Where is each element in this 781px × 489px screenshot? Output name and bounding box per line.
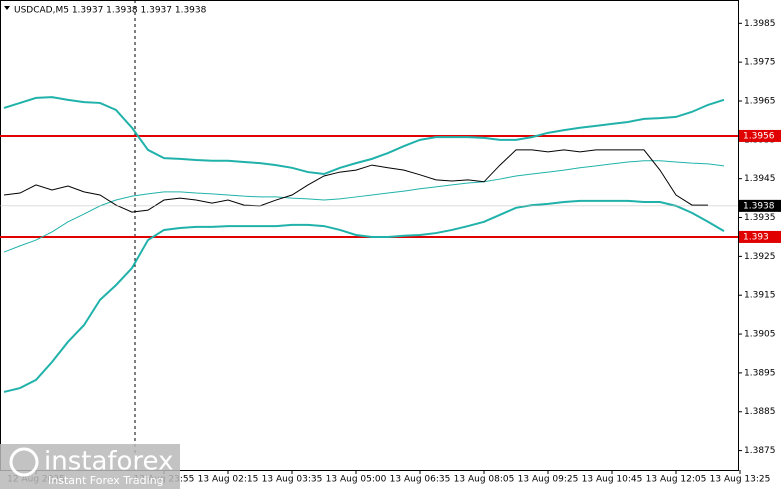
y-tick-label: 1.3975 (744, 58, 776, 68)
x-tick-label: 13 Aug 08:05 (454, 475, 515, 485)
series-line (3, 149, 708, 213)
y-tick-label: 1.3905 (744, 330, 776, 340)
y-tick-label: 1.3915 (744, 291, 776, 301)
x-tick-label: 13 Aug 02:15 (198, 475, 259, 485)
level-label-box (739, 129, 781, 142)
x-tick-label: 13 Aug 05:00 (326, 475, 387, 485)
level-label: 1.3956 (743, 131, 775, 141)
y-tick-label: 1.3875 (744, 446, 776, 456)
x-tick-label: 13 Aug 06:35 (390, 475, 451, 485)
level-label-box (739, 230, 781, 243)
plot-frame (0, 0, 739, 471)
x-tick-label: 13 Aug 12:05 (646, 475, 707, 485)
x-tick-label: 13 Aug 13:25 (710, 475, 771, 485)
logo-icon (9, 447, 39, 477)
series-line (3, 199, 725, 393)
y-tick-label: 1.3885 (744, 407, 776, 417)
chart-title: USDCAD,M5 1.3937 1.3938 1.3937 1.3938 (14, 6, 207, 16)
y-tick-label: 1.3895 (744, 368, 776, 378)
watermark: instaforex Instant Forex Trading (0, 444, 180, 489)
level-label: 1.393 (743, 232, 769, 242)
y-tick-label: 1.3945 (744, 174, 776, 184)
series-line (3, 96, 725, 176)
current-price-box (739, 199, 781, 212)
x-tick-label: 13 Aug 10:45 (582, 475, 643, 485)
menu-arrow (4, 6, 10, 10)
logo-brand: instaforex (44, 447, 173, 477)
y-tick-label: 1.3965 (744, 96, 776, 106)
x-tick-label: 13 Aug 09:25 (518, 475, 579, 485)
x-tick-label: 13 Aug 03:35 (262, 475, 323, 485)
logo-tagline: Instant Forex Trading (48, 474, 164, 487)
y-tick-label: 1.3985 (744, 19, 776, 29)
series-line (3, 160, 725, 253)
current-price-label: 1.3938 (743, 201, 775, 211)
y-tick-label: 1.3935 (744, 213, 776, 223)
y-tick-label: 1.3925 (744, 252, 776, 262)
